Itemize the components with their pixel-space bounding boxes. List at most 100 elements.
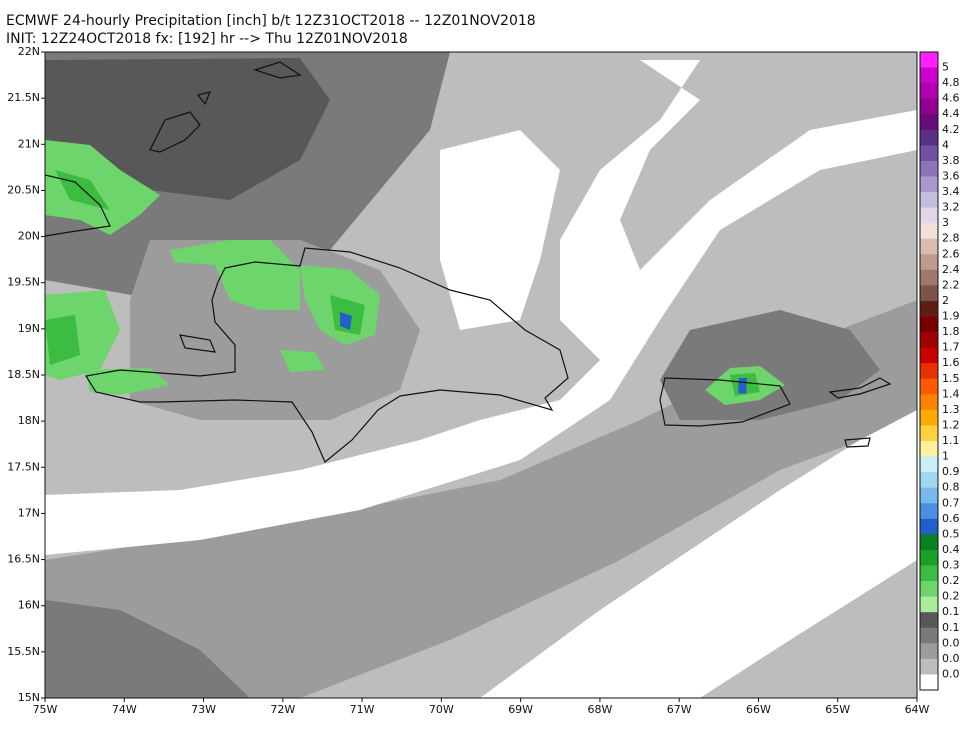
colorbar-cell — [920, 176, 938, 193]
colorbar-label: 3 — [942, 216, 949, 229]
lat-label: 21.5N — [7, 91, 40, 104]
lat-label: 18N — [18, 414, 40, 427]
colorbar-label: 1.7 — [942, 341, 960, 354]
colorbar-label: 1.2 — [942, 418, 960, 431]
colorbar-cell — [920, 254, 938, 271]
colorbar-cell — [920, 285, 938, 302]
lat-label: 22N — [18, 45, 40, 58]
colorbar-label: 0.1 — [942, 605, 960, 618]
colorbar-label: 1.5 — [942, 372, 960, 385]
colorbar-label: 4.6 — [942, 92, 960, 105]
colorbar-cell — [920, 425, 938, 442]
colorbar-cell — [920, 145, 938, 162]
lon-label: 67W — [667, 703, 692, 716]
colorbar-cell — [920, 409, 938, 426]
lon-label: 72W — [270, 703, 295, 716]
colorbar-cell — [920, 456, 938, 473]
colorbar-cell — [920, 98, 938, 115]
colorbar-cell — [920, 316, 938, 333]
lon-label: 66W — [746, 703, 771, 716]
colorbar-cell — [920, 347, 938, 364]
colorbar-cell — [920, 534, 938, 551]
colorbar-label: 3.6 — [942, 169, 960, 182]
colorbar-frame — [919, 51, 939, 691]
colorbar-label: 3.4 — [942, 185, 960, 198]
colorbar-cell — [920, 441, 938, 457]
colorbar-cell — [920, 472, 938, 489]
lat-label: 17N — [18, 506, 40, 519]
map-field — [45, 52, 917, 698]
colorbar-cell — [920, 503, 938, 520]
lat-label: 16N — [18, 599, 40, 612]
title-line-1: ECMWF 24-hourly Precipitation [inch] b/t… — [6, 13, 536, 29]
colorbar-label: 0.2 — [942, 574, 960, 587]
colorbar-label: 4 — [942, 138, 949, 151]
colorbar-cell — [920, 160, 938, 177]
colorbar-label: 4.2 — [942, 123, 960, 136]
colorbar-cell — [920, 394, 938, 411]
colorbar-label: 0.3 — [942, 559, 960, 572]
title-line-2: INIT: 12Z24OCT2018 fx: [192] hr --> Thu … — [6, 31, 408, 47]
colorbar-cell — [920, 378, 938, 395]
colorbar-label: 0.0 — [942, 636, 960, 649]
lat-label: 15.5N — [7, 645, 40, 658]
lat-label: 16.5N — [7, 553, 40, 566]
colorbar-cell — [920, 129, 938, 146]
colorbar-label: 0.6 — [942, 512, 960, 525]
colorbar-label: 1 — [942, 450, 949, 463]
colorbar-label: 2.6 — [942, 247, 960, 260]
colorbar-cell — [920, 363, 938, 380]
colorbar-cell — [920, 269, 938, 286]
colorbar-label: 3.2 — [942, 201, 960, 214]
colorbar-label: 2.8 — [942, 232, 960, 245]
lon-label: 70W — [429, 703, 454, 716]
colorbar-cell — [920, 487, 938, 504]
colorbar-label: 0.1 — [942, 621, 960, 634]
lon-label: 74W — [112, 703, 137, 716]
colorbar-label: 0.0 — [942, 667, 960, 680]
lat-label: 18.5N — [7, 368, 40, 381]
colorbar-cell — [920, 674, 938, 691]
colorbar-label: 5 — [942, 61, 949, 74]
colorbar-cell — [920, 612, 938, 629]
lat-label: 21N — [18, 137, 40, 150]
colorbar-label: 1.4 — [942, 387, 960, 400]
colorbar-label: 0.8 — [942, 481, 960, 494]
colorbar-label: 1.8 — [942, 325, 960, 338]
colorbar-cell — [920, 207, 938, 224]
colorbar-label: 0.7 — [942, 496, 960, 509]
lon-label: 64W — [905, 703, 930, 716]
colorbar-label: 1.1 — [942, 434, 960, 447]
colorbar-cell — [920, 549, 938, 566]
colorbar-label: 0.2 — [942, 590, 960, 603]
lat-label: 17.5N — [7, 460, 40, 473]
lat-label: 19N — [18, 322, 40, 335]
colorbar-cell — [920, 332, 938, 348]
lat-label: 19.5N — [7, 276, 40, 289]
lat-label: 15N — [18, 691, 40, 704]
colorbar-label: 1.6 — [942, 356, 960, 369]
colorbar-cell — [920, 581, 938, 597]
colorbar-label: 0.0 — [942, 652, 960, 665]
colorbar-cell — [920, 658, 938, 675]
colorbar-cell — [920, 643, 938, 660]
lon-label: 73W — [191, 703, 216, 716]
colorbar-cell — [920, 238, 938, 255]
colorbar-cell — [920, 518, 938, 535]
colorbar-label: 1.3 — [942, 403, 960, 416]
colorbar-label: 2 — [942, 294, 949, 307]
colorbar-label: 2.2 — [942, 278, 960, 291]
lon-label: 68W — [587, 703, 612, 716]
colorbar-label: 3.8 — [942, 154, 960, 167]
colorbar-cell — [920, 300, 938, 317]
colorbar-label: 1.9 — [942, 310, 960, 323]
colorbar-cell — [920, 67, 938, 84]
colorbar-cell — [920, 596, 938, 613]
lon-label: 71W — [350, 703, 375, 716]
colorbar-cell — [920, 83, 938, 99]
lat-label: 20.5N — [7, 183, 40, 196]
lon-label: 75W — [33, 703, 58, 716]
lat-label: 20N — [18, 230, 40, 243]
colorbar-cell — [920, 627, 938, 644]
colorbar-label: 0.5 — [942, 527, 960, 540]
